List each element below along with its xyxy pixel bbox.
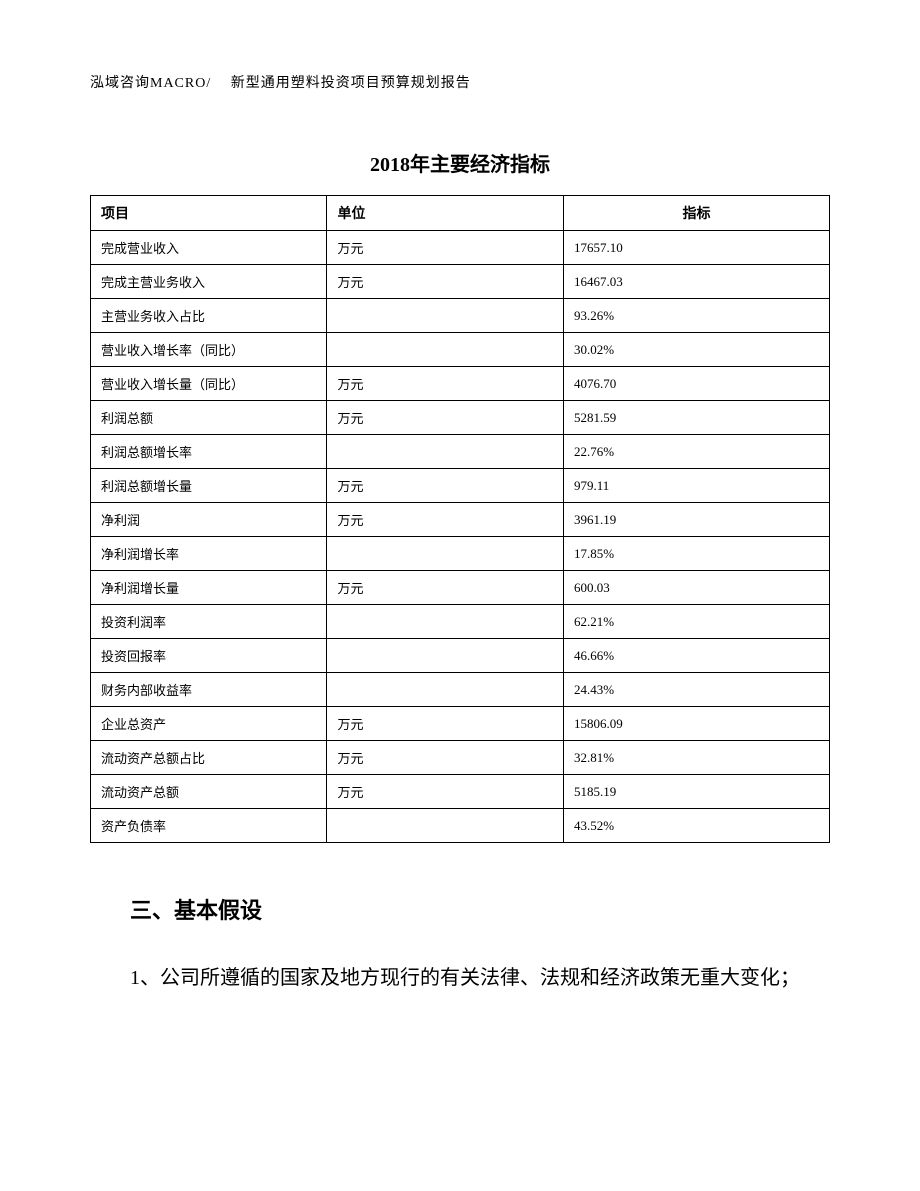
table-cell: 3961.19 (563, 503, 829, 537)
table-cell: 流动资产总额 (91, 775, 327, 809)
table-cell: 30.02% (563, 333, 829, 367)
table-row: 流动资产总额万元5185.19 (91, 775, 830, 809)
table-cell: 万元 (327, 401, 563, 435)
table-cell: 完成主营业务收入 (91, 265, 327, 299)
table-row: 利润总额万元5281.59 (91, 401, 830, 435)
table-cell: 5185.19 (563, 775, 829, 809)
table-cell (327, 639, 563, 673)
table-cell: 营业收入增长量（同比） (91, 367, 327, 401)
section-heading: 三、基本假设 (130, 893, 830, 925)
table-cell: 流动资产总额占比 (91, 741, 327, 775)
table-cell: 净利润 (91, 503, 327, 537)
table-cell: 利润总额增长率 (91, 435, 327, 469)
table-row: 财务内部收益率 24.43% (91, 673, 830, 707)
table-cell: 24.43% (563, 673, 829, 707)
table-row: 主营业务收入占比 93.26% (91, 299, 830, 333)
table-row: 营业收入增长率（同比） 30.02% (91, 333, 830, 367)
table-cell: 万元 (327, 571, 563, 605)
table-row: 净利润增长量万元600.03 (91, 571, 830, 605)
table-row: 资产负债率 43.52% (91, 809, 830, 843)
table-cell: 投资回报率 (91, 639, 327, 673)
table-cell: 979.11 (563, 469, 829, 503)
body-paragraph: 1、公司所遵循的国家及地方现行的有关法律、法规和经济政策无重大变化； (90, 955, 830, 1001)
table-cell (327, 299, 563, 333)
table-cell: 万元 (327, 367, 563, 401)
table-cell: 资产负债率 (91, 809, 327, 843)
table-cell: 利润总额增长量 (91, 469, 327, 503)
table-cell: 17.85% (563, 537, 829, 571)
table-cell: 利润总额 (91, 401, 327, 435)
table-cell: 93.26% (563, 299, 829, 333)
table-cell (327, 673, 563, 707)
table-cell: 万元 (327, 265, 563, 299)
page-header: 泓域咨询MACRO/ 新型通用塑料投资项目预算规划报告 (90, 72, 830, 92)
table-row: 净利润增长率 17.85% (91, 537, 830, 571)
table-cell: 净利润增长率 (91, 537, 327, 571)
table-cell: 5281.59 (563, 401, 829, 435)
table-cell (327, 809, 563, 843)
table-cell: 600.03 (563, 571, 829, 605)
table-cell: 22.76% (563, 435, 829, 469)
table-cell: 4076.70 (563, 367, 829, 401)
table-cell: 62.21% (563, 605, 829, 639)
table-cell: 15806.09 (563, 707, 829, 741)
table-row: 投资回报率 46.66% (91, 639, 830, 673)
table-cell: 万元 (327, 741, 563, 775)
table-row: 利润总额增长量万元979.11 (91, 469, 830, 503)
table-cell: 完成营业收入 (91, 231, 327, 265)
table-cell: 营业收入增长率（同比） (91, 333, 327, 367)
table-cell: 财务内部收益率 (91, 673, 327, 707)
table-cell: 万元 (327, 469, 563, 503)
table-cell: 万元 (327, 231, 563, 265)
table-cell: 43.52% (563, 809, 829, 843)
table-row: 企业总资产万元15806.09 (91, 707, 830, 741)
table-row: 完成营业收入万元17657.10 (91, 231, 830, 265)
table-header-row: 项目 单位 指标 (91, 196, 830, 231)
table-row: 利润总额增长率 22.76% (91, 435, 830, 469)
table-row: 完成主营业务收入万元16467.03 (91, 265, 830, 299)
column-header-item: 项目 (91, 196, 327, 231)
table-cell: 企业总资产 (91, 707, 327, 741)
economic-indicators-table: 项目 单位 指标 完成营业收入万元17657.10完成主营业务收入万元16467… (90, 195, 830, 843)
table-cell (327, 333, 563, 367)
table-cell: 投资利润率 (91, 605, 327, 639)
table-cell: 万元 (327, 503, 563, 537)
table-cell: 32.81% (563, 741, 829, 775)
column-header-value: 指标 (563, 196, 829, 231)
table-row: 投资利润率 62.21% (91, 605, 830, 639)
table-cell: 17657.10 (563, 231, 829, 265)
table-cell: 万元 (327, 775, 563, 809)
table-cell: 主营业务收入占比 (91, 299, 327, 333)
table-title: 2018年主要经济指标 (90, 148, 830, 177)
table-cell (327, 605, 563, 639)
column-header-unit: 单位 (327, 196, 563, 231)
table-cell: 万元 (327, 707, 563, 741)
table-cell (327, 435, 563, 469)
table-cell: 净利润增长量 (91, 571, 327, 605)
table-row: 净利润万元3961.19 (91, 503, 830, 537)
table-cell: 46.66% (563, 639, 829, 673)
table-row: 流动资产总额占比万元32.81% (91, 741, 830, 775)
table-cell: 16467.03 (563, 265, 829, 299)
table-row: 营业收入增长量（同比）万元4076.70 (91, 367, 830, 401)
table-cell (327, 537, 563, 571)
